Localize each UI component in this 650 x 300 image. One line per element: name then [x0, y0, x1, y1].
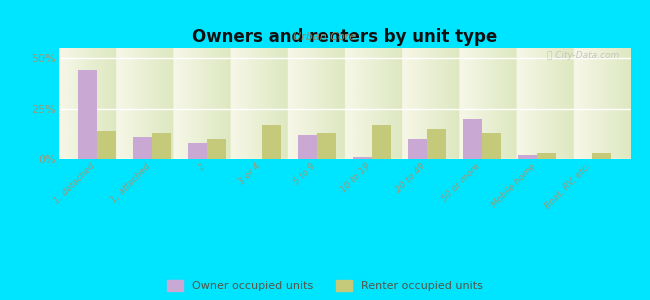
- Bar: [537, 153, 556, 159]
- Bar: [298, 135, 317, 159]
- Bar: [592, 153, 611, 159]
- Text: Urban Core: Urban Core: [293, 32, 357, 41]
- Legend: Owner occupied units, Renter occupied units: Owner occupied units, Renter occupied un…: [167, 280, 483, 291]
- Bar: [188, 143, 207, 159]
- Bar: [408, 139, 427, 159]
- Bar: [262, 125, 281, 159]
- Bar: [207, 139, 226, 159]
- Bar: [427, 129, 447, 159]
- Bar: [482, 133, 501, 159]
- Bar: [372, 125, 391, 159]
- Bar: [518, 155, 537, 159]
- Bar: [152, 133, 171, 159]
- Bar: [97, 131, 116, 159]
- Text: ⓘ City-Data.com: ⓘ City-Data.com: [547, 51, 619, 60]
- Title: Owners and renters by unit type: Owners and renters by unit type: [192, 28, 497, 46]
- Bar: [133, 137, 152, 159]
- Bar: [353, 157, 372, 159]
- Bar: [463, 118, 482, 159]
- Bar: [317, 133, 336, 159]
- Bar: [78, 70, 97, 159]
